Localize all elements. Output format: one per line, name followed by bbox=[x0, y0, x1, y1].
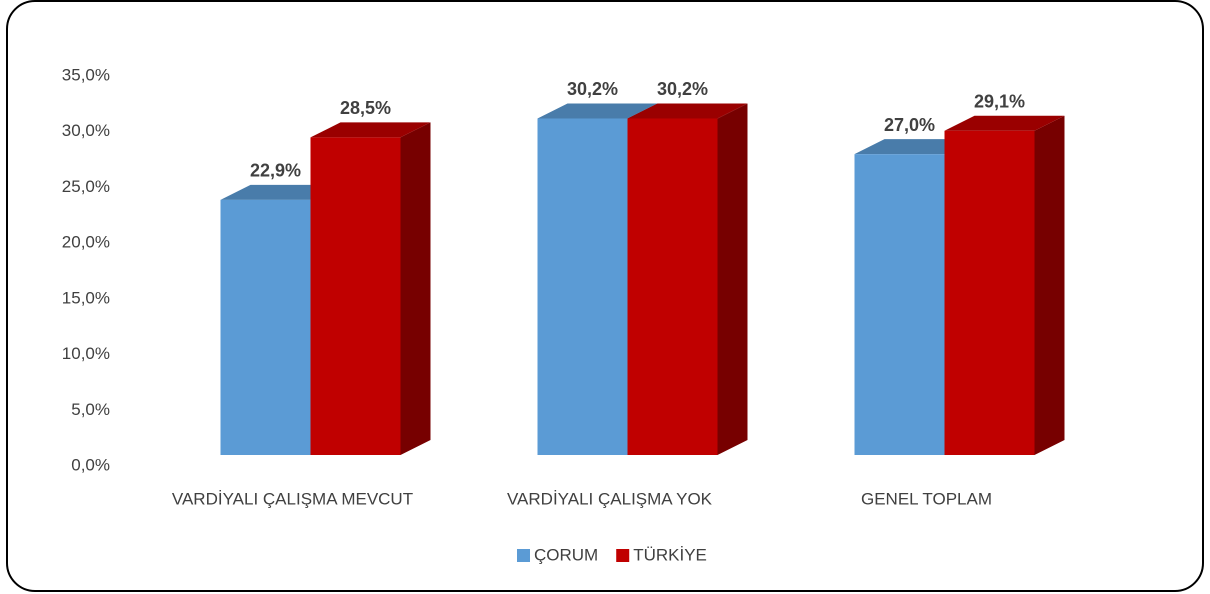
y-tick-label: 30,0% bbox=[62, 121, 110, 140]
bar bbox=[627, 118, 718, 455]
bar-side bbox=[717, 103, 748, 455]
y-tick-label: 25,0% bbox=[62, 177, 110, 196]
y-tick-label: 20,0% bbox=[62, 233, 110, 252]
bar bbox=[537, 118, 628, 455]
value-label: 29,1% bbox=[974, 91, 1025, 111]
bar-top bbox=[310, 122, 431, 138]
bar-top bbox=[627, 103, 748, 119]
bar-top bbox=[537, 103, 658, 119]
bar bbox=[854, 154, 945, 455]
bar-side bbox=[1034, 115, 1065, 455]
value-label: 28,5% bbox=[340, 98, 391, 118]
x-tick-label: VARDİYALI ÇALIŞMA YOK bbox=[507, 489, 713, 508]
x-tick-label: GENEL TOPLAM bbox=[861, 489, 992, 508]
y-tick-label: 5,0% bbox=[71, 400, 110, 419]
bar-side bbox=[400, 122, 431, 455]
bar bbox=[944, 130, 1035, 455]
value-label: 27,0% bbox=[884, 115, 935, 135]
value-label: 30,2% bbox=[567, 79, 618, 99]
y-tick-label: 15,0% bbox=[62, 288, 110, 307]
value-label: 22,9% bbox=[250, 161, 301, 181]
bar bbox=[310, 137, 401, 455]
y-tick-label: 10,0% bbox=[62, 344, 110, 363]
legend-label: TÜRKİYE bbox=[633, 545, 707, 564]
bar-top bbox=[944, 115, 1065, 131]
legend-label: ÇORUM bbox=[534, 545, 598, 564]
legend-swatch bbox=[616, 549, 630, 562]
y-tick-label: 35,0% bbox=[62, 65, 110, 84]
bar bbox=[220, 199, 311, 455]
value-label: 30,2% bbox=[657, 79, 708, 99]
x-tick-label: VARDİYALI ÇALIŞMA MEVCUT bbox=[172, 489, 413, 508]
legend-swatch bbox=[517, 549, 530, 562]
y-tick-label: 0,0% bbox=[71, 455, 110, 474]
